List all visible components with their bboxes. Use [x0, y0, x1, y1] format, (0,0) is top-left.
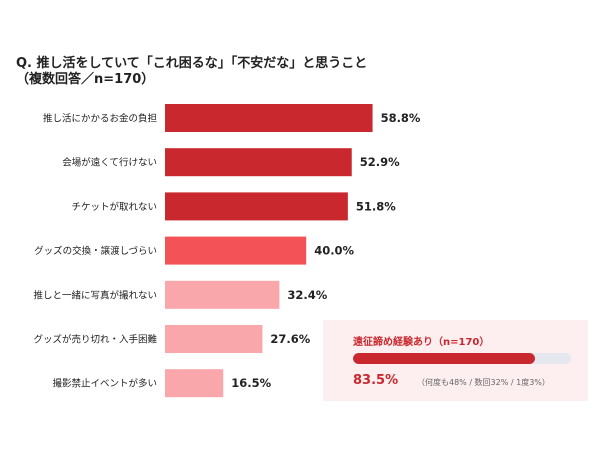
- value-label: 16.5%: [231, 376, 271, 390]
- chart-title-line-1: Q. 推し活をしていて「これ困るな」「不安だな」と思うこと: [16, 56, 368, 71]
- value-label: 52.9%: [360, 155, 400, 169]
- bar: [165, 236, 307, 265]
- category-label: 推しと一緒に写真が撮れない: [33, 289, 157, 301]
- bar: [165, 104, 373, 132]
- card-title: 遠征諦め経験あり（n=170）: [353, 337, 490, 348]
- value-label: 40.0%: [314, 244, 354, 258]
- bar: [165, 369, 224, 398]
- value-label: 27.6%: [270, 332, 310, 346]
- category-label: グッズが売り切れ・入手困難: [33, 334, 157, 346]
- bar: [165, 280, 280, 309]
- category-label: グッズの交換・譲渡しづらい: [34, 245, 157, 257]
- expedition-giveup-card: 遠征諦め経験あり（n=170） 83.5% （何度も48% / 数回32% / …: [323, 320, 588, 401]
- card-progress-fill: [353, 353, 536, 364]
- value-label: 51.8%: [356, 199, 396, 213]
- chart-title: Q. 推し活をしていて「これ困るな」「不安だな」と思うこと （複数回答／n=17…: [16, 56, 586, 88]
- bar: [165, 148, 352, 177]
- chart-title-line-2: （複数回答／n=170）: [16, 72, 155, 87]
- card-breakdown: （何度も48% / 数回32% / 1度3%）: [417, 378, 550, 387]
- bar: [165, 325, 263, 353]
- value-label: 32.4%: [287, 288, 327, 302]
- card-progress-track: [353, 353, 571, 364]
- category-label: 推し活にかかるお金の負担: [43, 113, 158, 125]
- card-percentage: 83.5%: [353, 373, 399, 388]
- value-label: 58.8%: [381, 111, 421, 125]
- category-label: 会場が遠くて行けない: [62, 157, 157, 169]
- category-label: チケットが取れない: [71, 201, 157, 213]
- bar: [165, 192, 348, 221]
- category-label: 撮影禁止イベントが多い: [52, 378, 157, 390]
